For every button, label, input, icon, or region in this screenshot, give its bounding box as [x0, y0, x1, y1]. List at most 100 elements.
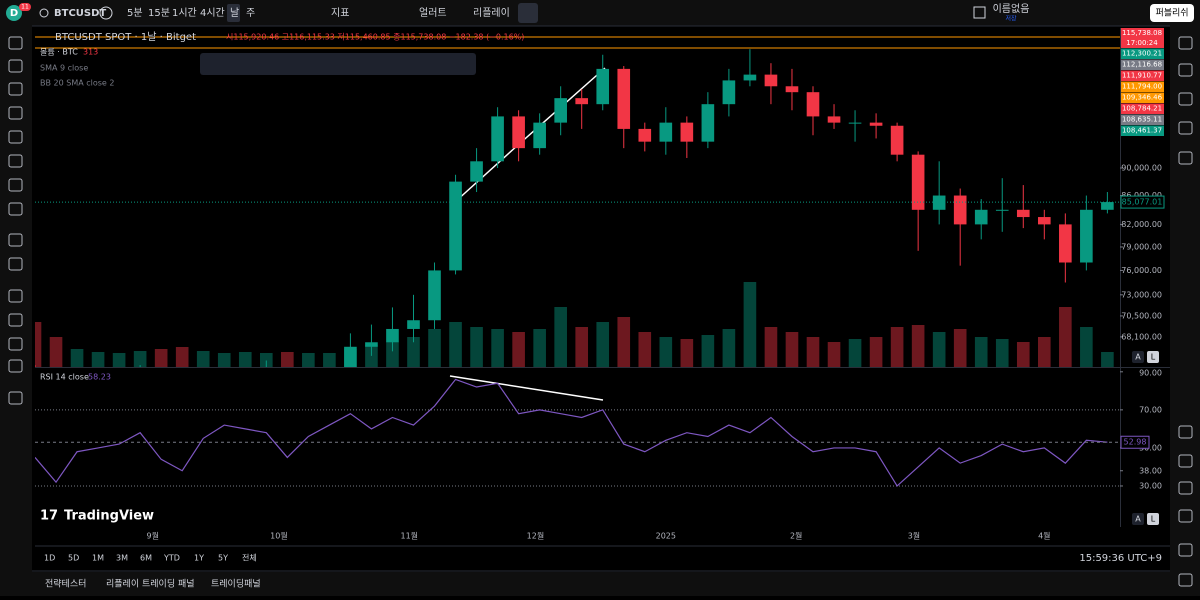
rsi-last-tag [1120, 435, 1150, 449]
interval[interactable]: 5분 [127, 7, 143, 19]
candle-body [638, 128, 652, 142]
tool-icon[interactable] [8, 359, 23, 373]
bottom-tab[interactable]: 전략테스터 [45, 578, 86, 590]
volume-bar [91, 352, 105, 367]
range-button[interactable]: 1M [92, 554, 104, 563]
layout-name[interactable]: 이름없음 [993, 2, 1030, 15]
volume-bar [533, 329, 546, 367]
tool-icon[interactable] [8, 36, 23, 50]
tool-icon[interactable] [8, 82, 23, 96]
legend-bb: BB 20 SMA close 2 [40, 79, 114, 88]
x-tick-label: 2025 [656, 532, 676, 541]
sidebar-icon[interactable] [1178, 92, 1193, 106]
sidebar-icon[interactable] [1178, 573, 1193, 587]
price-tag-label: 115,738.08 [1122, 29, 1162, 37]
sidebar-icon[interactable] [1178, 481, 1193, 495]
undo[interactable] [518, 3, 538, 23]
scale-button[interactable] [1147, 351, 1159, 363]
sidebar-icon[interactable] [1178, 121, 1193, 135]
replay[interactable]: 리플레이 [473, 7, 510, 19]
volume-bar [596, 322, 610, 367]
candle-body [659, 122, 673, 142]
sidebar-icon[interactable] [1178, 543, 1193, 557]
badge [19, 3, 31, 11]
volume-bar [1016, 342, 1030, 367]
sidebar-icon[interactable] [1178, 425, 1193, 439]
tool-icon[interactable] [8, 154, 23, 168]
scale-button[interactable] [1147, 513, 1159, 525]
scale-button[interactable] [1132, 351, 1144, 363]
tool-icon[interactable] [8, 202, 23, 216]
candle-body [428, 270, 441, 321]
tool-icon[interactable] [8, 178, 23, 192]
publish-button[interactable] [1150, 4, 1194, 22]
last-price-tag [1120, 195, 1165, 209]
candle-body [449, 181, 462, 271]
sidebar-icon[interactable] [1178, 509, 1193, 523]
interval[interactable]: 4시간 [200, 7, 225, 19]
range-button[interactable]: YTD [163, 554, 180, 563]
volume-bar [1059, 307, 1072, 367]
tool-icon[interactable] [8, 337, 23, 351]
interval[interactable]: 1시간 [172, 7, 197, 19]
volume-bar [491, 329, 504, 367]
interval[interactable]: 날 [230, 7, 239, 19]
avatar[interactable] [6, 5, 22, 21]
tool-icon[interactable] [8, 130, 23, 144]
volume-bar [974, 337, 988, 367]
range-button[interactable]: 5Y [218, 554, 228, 563]
range-button[interactable]: 전체 [242, 553, 257, 563]
range-button[interactable]: 3M [116, 554, 128, 563]
candle-body [911, 154, 925, 210]
range-button[interactable]: 5D [68, 554, 79, 563]
tool-icon[interactable] [8, 257, 23, 271]
tool-icon[interactable] [8, 59, 23, 73]
candle-body [995, 209, 1009, 211]
tool-icon[interactable] [8, 313, 23, 327]
candle-body [365, 342, 378, 347]
rsi-line [35, 378, 1108, 487]
candle-body [1037, 217, 1051, 225]
save[interactable]: 저장 [1005, 15, 1017, 23]
tool-icon[interactable] [8, 289, 23, 303]
search-icon[interactable] [39, 8, 49, 18]
add-symbol[interactable] [99, 6, 113, 20]
bottom-tab[interactable]: 트레이딩패널 [211, 579, 261, 590]
symbol[interactable]: BTCUSDT [54, 8, 106, 19]
y-tick-label: 76,000.00 [1121, 266, 1162, 275]
sidebar-icon[interactable] [1178, 454, 1193, 468]
sidebar-icon[interactable] [1178, 151, 1193, 165]
tool-icon[interactable] [8, 391, 23, 405]
candle-body [533, 122, 546, 149]
alert[interactable]: 얼러트 [419, 7, 447, 19]
candle-body [785, 86, 799, 93]
indicators[interactable]: 지표 [331, 7, 349, 19]
checkbox[interactable] [973, 6, 986, 19]
sidebar-icon[interactable] [1178, 36, 1193, 50]
bottom-tab[interactable]: 리플레이 트레이딩 패널 [106, 579, 195, 590]
candle-body [827, 116, 841, 123]
tool-icon[interactable] [8, 106, 23, 120]
candle-body [302, 394, 315, 404]
volume-bar [827, 342, 841, 367]
range-button[interactable]: 1Y [194, 554, 204, 563]
avatar-letter: D [10, 8, 18, 19]
price-tag-label: 109,346.46 [1122, 94, 1163, 102]
tool-icon[interactable] [8, 233, 23, 247]
volume-bar [890, 327, 904, 367]
range-button[interactable]: 6M [140, 554, 152, 563]
scale-button[interactable] [1132, 513, 1144, 525]
candle-body [848, 122, 862, 124]
interval[interactable]: 주 [246, 8, 255, 19]
range-button[interactable]: 1D [44, 554, 55, 563]
interval[interactable]: 15분 [148, 7, 170, 19]
volume-bar [449, 322, 462, 367]
sidebar-icon[interactable] [1178, 63, 1193, 77]
rsi-value: 58.23 [88, 373, 111, 382]
last-price: 85,077.01 [1122, 198, 1163, 207]
candle-body [932, 195, 946, 210]
y-tick-label: 90,000.00 [1121, 164, 1162, 173]
x-tick-label: 9월 [147, 531, 159, 541]
candle-body [407, 320, 420, 329]
